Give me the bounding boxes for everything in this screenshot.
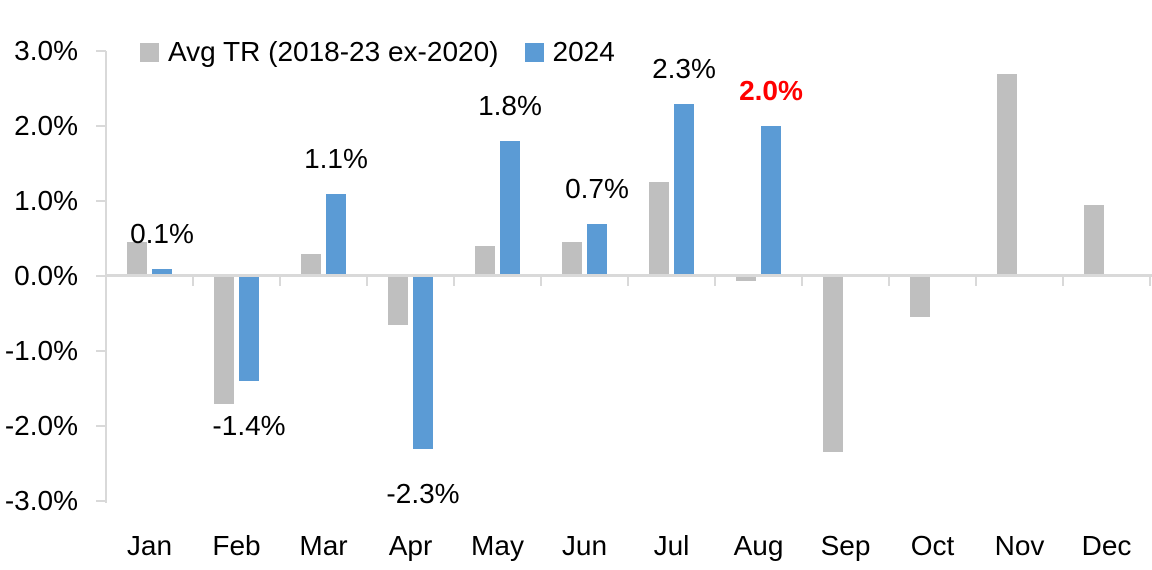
y-tick-label: 0.0%: [14, 260, 78, 291]
bar-2024-apr: [413, 276, 433, 449]
legend-label-avg-tr: Avg TR (2018-23 ex-2020): [168, 36, 499, 67]
x-tick: [453, 277, 455, 286]
bar-2024-may: [500, 141, 520, 276]
x-tick: [105, 277, 107, 286]
y-tick-label: 2.0%: [14, 110, 78, 141]
month-label-dec: Dec: [1081, 530, 1132, 561]
month-label-aug: Aug: [733, 530, 784, 561]
data-label-jul: 2.3%: [652, 52, 716, 84]
x-tick: [975, 277, 977, 286]
month-label-mar: Mar: [299, 530, 348, 561]
month-label-nov: Nov: [994, 530, 1045, 561]
bar-2024-feb: [239, 276, 259, 381]
y-tick: [96, 200, 106, 202]
y-tick: [96, 500, 106, 502]
y-tick-label: -1.0%: [4, 335, 78, 366]
legend-label-2024: 2024: [552, 36, 615, 67]
y-tick-label: 1.0%: [14, 185, 78, 216]
bar-avg-dec: [1084, 204, 1104, 276]
legend-swatch-2024-icon: [524, 42, 544, 62]
x-tick: [279, 277, 281, 286]
data-label-mar: 1.1%: [304, 142, 368, 174]
data-label-jun: 0.7%: [565, 172, 629, 204]
x-tick: [714, 277, 716, 286]
bar-avg-mar: [301, 253, 321, 276]
x-tick: [801, 277, 803, 286]
data-label-may: 1.8%: [478, 90, 542, 121]
data-label-apr: -2.3%: [386, 477, 460, 509]
bar-2024-jul: [674, 103, 694, 276]
month-label-sep: Sep: [820, 530, 871, 561]
y-tick: [96, 275, 106, 277]
bar-avg-apr: [388, 276, 408, 325]
bar-avg-jul: [649, 182, 669, 276]
x-tick: [540, 277, 542, 286]
bar-avg-feb: [214, 276, 234, 404]
legend-item-2024: 2024: [524, 36, 615, 68]
bar-2024-jun: [587, 223, 607, 276]
bar-avg-may: [475, 246, 495, 276]
month-label-oct: Oct: [910, 530, 955, 561]
month-label-jun: Jun: [561, 530, 608, 561]
month-label-jan: Jan: [126, 530, 173, 561]
bar-avg-oct: [910, 276, 930, 318]
month-label-feb: Feb: [212, 530, 261, 561]
y-tick: [96, 50, 106, 52]
x-tick: [1062, 277, 1064, 286]
bar-avg-sep: [823, 276, 843, 453]
x-tick: [192, 277, 194, 286]
y-tick: [96, 350, 106, 352]
bar-avg-aug: [736, 276, 756, 282]
bar-2024-jan: [152, 268, 172, 276]
bar-avg-nov: [997, 73, 1017, 276]
bar-2024-aug: [761, 126, 781, 276]
data-label-aug: 2.0%: [739, 75, 803, 106]
legend-swatch-avg-tr-icon: [140, 42, 159, 62]
y-tick-label: 3.0%: [14, 35, 78, 66]
data-label-jan: 0.1%: [130, 217, 194, 249]
data-label-feb: -1.4%: [212, 410, 286, 441]
month-label-apr: Apr: [388, 530, 433, 561]
x-tick: [627, 277, 629, 286]
y-tick-label: -3.0%: [4, 485, 78, 516]
y-tick: [96, 425, 106, 427]
y-tick: [96, 125, 106, 127]
y-tick-label: -2.0%: [4, 410, 78, 441]
x-axis-baseline: [105, 274, 1152, 277]
x-tick: [1149, 277, 1151, 286]
month-label-jul: Jul: [653, 530, 690, 561]
x-tick: [366, 277, 368, 286]
x-tick: [888, 277, 890, 286]
bar-avg-jun: [562, 242, 582, 276]
legend-item-avg-tr: Avg TR (2018-23 ex-2020): [140, 36, 499, 68]
month-label-may: May: [471, 530, 524, 561]
bar-avg-jan: [127, 242, 147, 276]
legend: Avg TR (2018-23 ex-2020) 2024: [140, 36, 615, 68]
bar-2024-mar: [326, 193, 346, 276]
